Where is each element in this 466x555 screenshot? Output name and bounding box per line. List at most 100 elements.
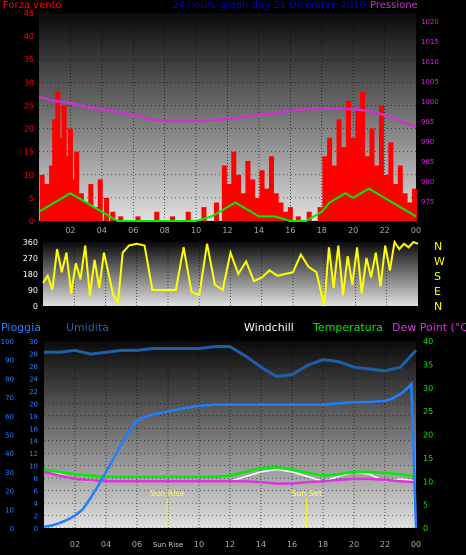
wind-bar — [341, 147, 347, 221]
y-tick-label-left: 0 — [10, 525, 14, 533]
y-tick-label: 90 — [28, 286, 38, 295]
y-tick-label-mid: 20 — [29, 400, 38, 408]
y-tick-label-right: 995 — [421, 118, 434, 126]
wind-bar — [350, 137, 356, 221]
x-tick-label: 08 — [160, 226, 170, 235]
y-tick-label-mid: 6 — [34, 488, 39, 496]
y-tick-label-right: 980 — [421, 178, 434, 186]
wind-bar — [369, 128, 375, 221]
wind-bar — [327, 137, 333, 221]
wind-bar — [104, 197, 110, 221]
x-tick-label: 22 — [380, 540, 390, 549]
y-tick-label-left: 25 — [24, 101, 34, 110]
y-tick-label-left: 20 — [5, 488, 14, 496]
windchill-title: Windchill — [244, 321, 294, 334]
y-tick-label-right: 985 — [421, 158, 434, 166]
y-tick-label-left: 50 — [5, 432, 14, 440]
dewpoint-line — [43, 470, 417, 485]
compass-n-bottom: N — [434, 300, 443, 313]
x-tick-label: 18 — [317, 226, 327, 235]
wind-bar — [283, 211, 289, 221]
y-tick-label-right: 1000 — [421, 98, 439, 106]
wind-bar — [52, 119, 58, 221]
y-tick-label-left: 5 — [29, 194, 34, 203]
direction-line — [42, 239, 419, 307]
wind-bar — [411, 188, 417, 221]
compass-w: W — [434, 255, 445, 268]
y-tick-label-right: 1020 — [421, 18, 439, 26]
y-tick-label-right: 975 — [421, 198, 434, 206]
y-tick-label-left: 15 — [24, 148, 34, 157]
y-tick-label-mid: 28 — [29, 350, 38, 358]
x-tick-label: 02 — [65, 226, 75, 235]
y-tick-label-left: 10 — [5, 506, 14, 514]
wind-bar — [67, 128, 73, 221]
y-tick-label-mid: 18 — [29, 413, 38, 421]
x-tick-label: 06 — [128, 226, 138, 235]
wind-bar — [231, 151, 237, 221]
y-tick-label-right: 10 — [423, 477, 433, 486]
y-tick-label-left: 45 — [24, 9, 34, 18]
y-tick-label-right: 1010 — [421, 58, 439, 66]
wind-bar — [388, 142, 394, 221]
y-tick-label-mid: 16 — [29, 425, 38, 433]
wind-bar — [39, 174, 45, 221]
wind-bar — [58, 137, 64, 221]
wind-bar — [287, 207, 293, 221]
y-tick-label-mid: 22 — [29, 388, 38, 396]
y-tick-label-right: 990 — [421, 138, 434, 146]
wind-bar — [295, 216, 301, 221]
wind-pressure-chart: 0510152025303540459759809859909951000100… — [24, 9, 439, 235]
wind-bar — [221, 165, 227, 221]
y-tick-label-left: 70 — [5, 394, 14, 402]
wind-title: Forza vento — [3, 0, 62, 11]
pressure-title: Pressione — [370, 0, 418, 11]
wind-bar — [61, 105, 67, 221]
y-tick-label-mid: 10 — [29, 463, 38, 471]
wind-bar — [250, 179, 256, 221]
compass-n-top: N — [434, 240, 443, 253]
x-tick-label: 10 — [191, 226, 201, 235]
sun-rise-label: Sun Rise — [150, 489, 185, 498]
y-tick-label-right: 35 — [423, 360, 433, 369]
x-tick-label: 12 — [222, 226, 232, 235]
wind-bar — [154, 211, 160, 221]
dewpoint-title: Dew Point (°C) — [392, 321, 466, 334]
wind-bar — [44, 184, 50, 221]
wind-bar — [397, 165, 403, 221]
x-tick-label: 16 — [285, 226, 295, 235]
wind-bar — [110, 211, 116, 221]
y-tick-label-right: 30 — [423, 384, 433, 393]
x-tick-label: 02 — [70, 540, 80, 549]
y-tick-label-left: 30 — [24, 78, 34, 87]
x-tick-label: 06 — [132, 540, 142, 549]
y-tick-label-mid: 12 — [29, 450, 38, 458]
wind-bar — [278, 202, 284, 221]
y-tick-label-mid: 24 — [29, 375, 38, 383]
y-tick-label-left: 0 — [29, 217, 34, 226]
y-tick-label-right: 5 — [423, 501, 428, 510]
y-tick-label-mid: 26 — [29, 363, 38, 371]
rain-line — [43, 380, 418, 529]
wind-bar — [118, 216, 124, 221]
wind-bar — [245, 160, 251, 221]
x-tick-label: 04 — [97, 226, 107, 235]
x-tick-label: 00 — [411, 226, 421, 235]
wind-bar — [201, 207, 207, 221]
y-tick-label-left: 20 — [24, 125, 34, 134]
wind-bar — [393, 184, 399, 221]
y-tick-label-mid: 14 — [29, 438, 38, 446]
wind-bar — [355, 110, 361, 221]
y-tick-label-left: 30 — [5, 469, 14, 477]
wind-bar — [78, 193, 84, 221]
wind-bar — [83, 202, 89, 221]
y-tick-label-mid: 30 — [29, 338, 38, 346]
wind-bar — [259, 170, 265, 221]
wind-bar — [93, 207, 99, 221]
wind-bar — [185, 211, 191, 221]
wind-bar — [135, 216, 141, 221]
y-tick-label-right: 25 — [423, 407, 433, 416]
compass-e: E — [434, 285, 441, 298]
wind-bar — [268, 156, 274, 221]
wind-gust-line — [38, 187, 417, 222]
